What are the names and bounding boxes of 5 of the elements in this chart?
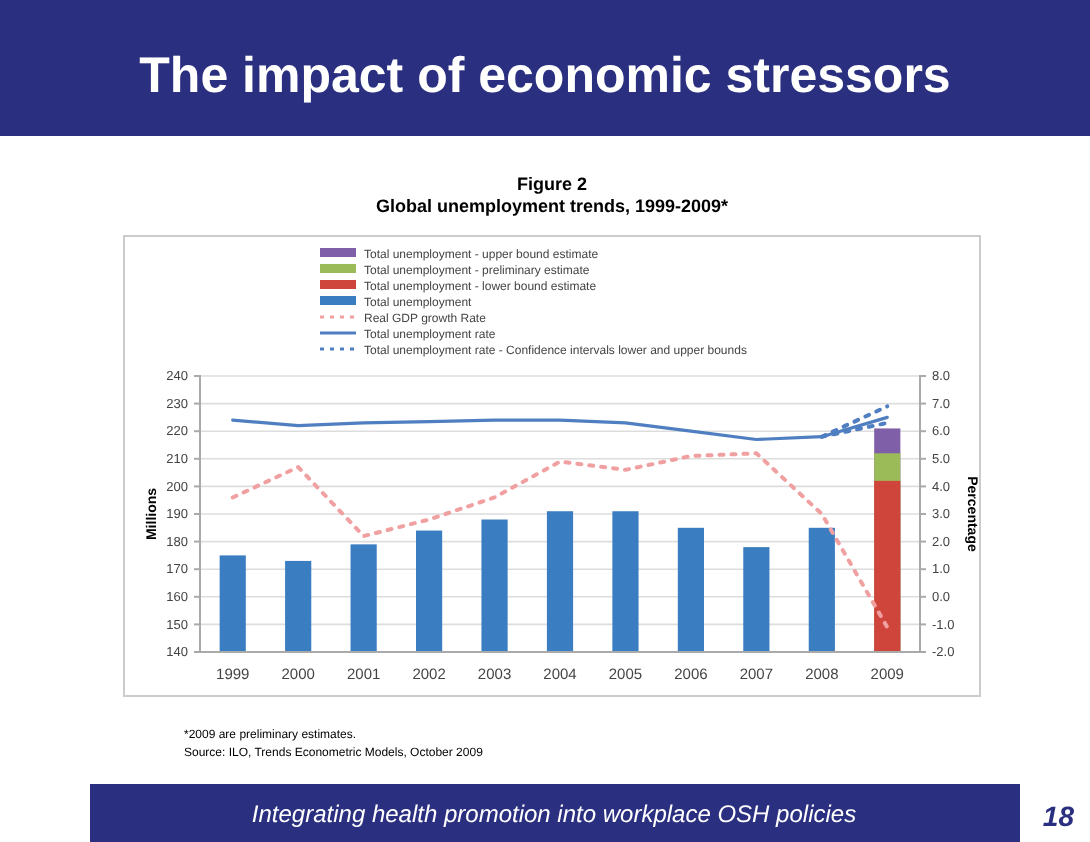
text: 18 xyxy=(1042,800,1075,832)
text: Global unemployment trends, 1999-2009* xyxy=(375,196,730,216)
chart-subtitle: Figure 2 xyxy=(516,174,588,194)
text: Integrating health promotion into workplace OSH policies xyxy=(251,800,857,828)
chart-title: The impact of economic stressors xyxy=(139,48,951,104)
